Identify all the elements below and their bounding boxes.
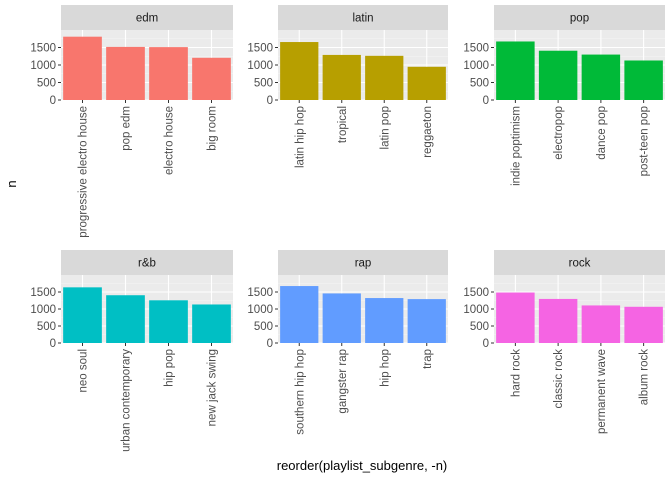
x-tick-label: tropical (337, 106, 349, 143)
bar-pop-3 (581, 54, 621, 100)
bar-edm-2 (106, 46, 145, 100)
facet-strip (278, 250, 448, 275)
x-tick-label: big room (207, 106, 219, 151)
x-tick-label: post-teen pop (639, 106, 651, 176)
facet-strip (494, 5, 665, 30)
facet-strip (61, 250, 233, 275)
bar-latin-4 (407, 66, 446, 100)
facet-strip-label: pop (570, 13, 589, 25)
x-tick-label: album rock (639, 349, 651, 405)
bar-pop-4 (624, 60, 663, 100)
y-tick-label: 1000 (463, 60, 489, 72)
bar-rock-4 (624, 306, 663, 343)
facet-rock: rock 0 500 1000 1500 hard rock classic rock per… (463, 250, 665, 434)
x-tick-label: neo soul (78, 349, 90, 392)
y-tick-label: 1000 (30, 60, 56, 72)
x-tick-label: southern hip hop (294, 349, 306, 435)
bar-latin-3 (365, 55, 404, 100)
y-tick-label: 500 (470, 78, 489, 90)
y-tick-label: 500 (470, 321, 489, 333)
x-tick-label: new jack swing (207, 349, 219, 426)
facet-pop: pop 0 500 1000 1500 indie poptimism electropop… (463, 5, 665, 186)
y-tick-label: 0 (50, 95, 56, 107)
y-tick-label: 1000 (30, 304, 56, 316)
x-tick-label: hip pop (164, 349, 176, 387)
y-tick-label: 1500 (30, 287, 56, 299)
y-tick-label: 0 (483, 338, 489, 350)
x-tick-label: pop edm (121, 106, 133, 151)
bar-latin-1 (280, 42, 319, 100)
y-tick-label: 1000 (463, 304, 489, 316)
x-tick-label: classic rock (553, 349, 565, 409)
facet-latin: latin 0 500 1000 1500 latin hip hop tropical la… (247, 5, 448, 168)
y-tick-label: 500 (37, 321, 56, 333)
x-tick-label: progressive electro house (78, 106, 90, 238)
x-tick-label: permanent wave (596, 349, 608, 434)
bar-r-b-4 (192, 304, 231, 343)
facet-strip (61, 5, 233, 30)
bar-rock-1 (496, 292, 535, 343)
bar-r-b-3 (149, 300, 188, 343)
x-tick-label: hard rock (510, 349, 522, 397)
bar-rap-2 (322, 293, 361, 343)
bar-edm-3 (149, 47, 188, 100)
x-tick-label: urban contemporary (121, 349, 133, 452)
y-tick-label: 1500 (247, 287, 273, 299)
x-tick-label: electro house (164, 106, 176, 175)
y-tick-label: 1500 (463, 287, 489, 299)
facet-strip-label: rock (569, 258, 591, 270)
y-tick-label: 500 (37, 78, 56, 90)
bar-latin-2 (322, 54, 361, 100)
y-tick-label: 1000 (247, 304, 273, 316)
facet-strip-label: rap (355, 258, 372, 270)
bar-r-b-1 (63, 287, 102, 343)
x-tick-label: trap (422, 349, 434, 369)
y-tick-label: 0 (483, 95, 489, 107)
x-tick-label: indie poptimism (510, 106, 522, 186)
bar-rap-4 (407, 299, 446, 343)
bar-r-b-2 (106, 295, 145, 343)
y-tick-label: 0 (50, 338, 56, 350)
bar-edm-1 (63, 36, 102, 100)
y-tick-label: 1000 (247, 60, 273, 72)
facet-panels: edm 0 500 1000 1500 progressive electro house… (30, 5, 665, 452)
x-tick-label: latin pop (379, 106, 391, 149)
y-tick-label: 1500 (463, 43, 489, 55)
bar-pop-1 (496, 41, 535, 100)
y-tick-label: 0 (267, 95, 273, 107)
y-tick-label: 1500 (247, 43, 273, 55)
x-tick-label: electropop (553, 106, 565, 160)
y-tick-label: 500 (254, 321, 273, 333)
x-tick-label: latin hip hop (294, 106, 306, 168)
y-tick-label: 0 (267, 338, 273, 350)
x-tick-label: dance pop (596, 106, 608, 160)
x-tick-label: hip hop (379, 349, 391, 387)
facet-strip (494, 250, 665, 275)
x-tick-label: reggaeton (422, 106, 434, 158)
bar-pop-2 (538, 50, 578, 100)
y-axis-title: n (4, 180, 19, 187)
x-tick-label: gangster rap (337, 349, 349, 414)
facet-strip-label: latin (352, 13, 373, 25)
x-axis-title: reorder(playlist_subgenre, -n) (277, 458, 448, 473)
facet-r-b: r&b 0 500 1000 1500 neo soul urban contemporar… (30, 250, 233, 452)
bar-rock-3 (581, 305, 621, 343)
facet-rap: rap 0 500 1000 1500 southern hip hop gangster … (247, 250, 448, 435)
bar-rap-1 (280, 286, 319, 343)
bar-rock-2 (538, 298, 578, 343)
y-tick-label: 1500 (30, 43, 56, 55)
facet-edm: edm 0 500 1000 1500 progressive electro house… (30, 5, 233, 238)
facet-strip-label: edm (136, 13, 158, 25)
y-tick-label: 500 (254, 78, 273, 90)
bar-edm-4 (192, 57, 231, 100)
facet-strip (278, 5, 448, 30)
facet-strip-label: r&b (138, 258, 156, 270)
bar-rap-3 (365, 298, 404, 343)
